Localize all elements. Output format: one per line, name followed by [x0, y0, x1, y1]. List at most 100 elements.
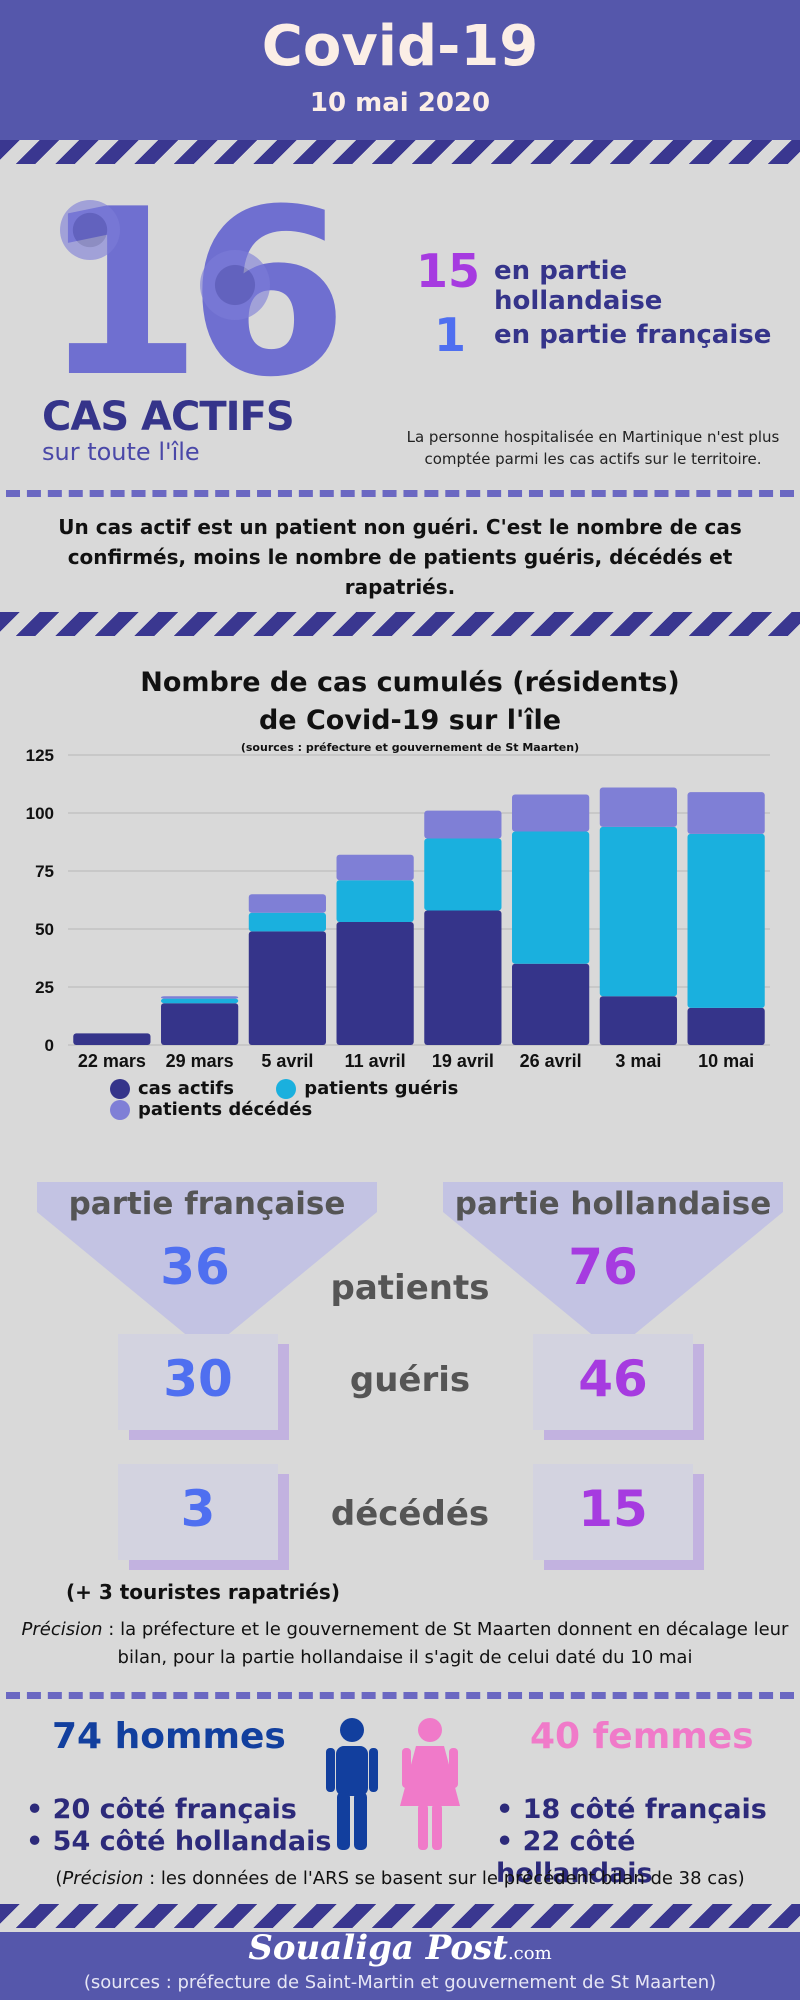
chart-legend: cas actifs patients guéris patients décé… — [110, 1078, 710, 1120]
french-gueris: 30 — [163, 1350, 233, 1408]
chart-title-line2: de Covid-19 sur l'île — [258, 705, 562, 736]
french-header: partie française — [68, 1186, 346, 1222]
women-total: 40 femmes — [530, 1716, 754, 1757]
dutch-active-label: en partie hollandaise — [494, 256, 663, 316]
bar-segment — [161, 996, 239, 999]
chart-title-line1: Nombre de cas cumulés (résidents) — [140, 667, 680, 698]
y-tick-label: 75 — [35, 862, 54, 881]
legend-item: patients guéris — [276, 1078, 458, 1099]
legend-item: cas actifs — [110, 1078, 234, 1099]
legend-swatch — [276, 1079, 297, 1099]
footer-sources: (sources : préfecture de Saint-Martin et… — [83, 1972, 717, 1993]
deces-label: décédés — [330, 1494, 490, 1534]
men-nl: 54 côté hollandais — [52, 1826, 332, 1857]
gender-precision-text: : les données de l'ARS se basent sur le … — [143, 1868, 738, 1889]
bar-segment — [424, 910, 502, 1045]
dutch-patients: 76 — [568, 1238, 638, 1296]
x-tick-label: 19 avril — [432, 1051, 494, 1071]
stripe-divider — [0, 140, 800, 164]
legend-swatch — [110, 1079, 130, 1099]
bar-segment — [336, 922, 414, 1045]
bar-segment — [248, 931, 326, 1045]
stripe-divider — [0, 612, 800, 636]
bar-segment — [424, 810, 502, 839]
women-nl: 22 côté hollandais — [496, 1826, 653, 1889]
dutch-triangle — [443, 1182, 783, 1352]
bar-segment — [248, 912, 326, 932]
bar-segment — [687, 833, 765, 1008]
dutch-gueris: 46 — [578, 1350, 648, 1408]
x-tick-label: 26 avril — [520, 1051, 582, 1071]
french-triangle — [37, 1182, 377, 1352]
brand-suffix: .com — [507, 1943, 552, 1964]
woman-icon — [400, 1718, 460, 1850]
virus-icon — [60, 200, 120, 260]
precision-label: Précision — [21, 1619, 103, 1640]
bar-segment — [161, 1003, 239, 1045]
bar-segment — [512, 794, 590, 832]
x-tick-label: 29 mars — [166, 1051, 234, 1071]
x-tick-label: 10 mai — [698, 1051, 754, 1071]
dashed-divider — [6, 1692, 794, 1699]
footer-banner — [0, 1932, 800, 2000]
dutch-deces: 15 — [578, 1480, 648, 1538]
french-deces: 3 — [180, 1480, 216, 1538]
active-label: CAS ACTIFS — [42, 394, 295, 440]
header-banner — [0, 0, 800, 140]
men-fr-item: • 20 côté français — [26, 1794, 297, 1825]
legend-label: patients guéris — [304, 1078, 459, 1099]
bar-segment — [599, 826, 677, 997]
gender-icons — [326, 1718, 460, 1850]
bar-segment — [599, 996, 677, 1045]
french-gueris-box — [118, 1334, 278, 1430]
gueris-label: guéris — [349, 1360, 471, 1400]
bar-segment — [424, 838, 502, 911]
bar-segment — [73, 1033, 151, 1045]
stripe-divider — [0, 1904, 800, 1928]
men-breakdown: • 20 côté français • 54 côté hollandais — [26, 1794, 331, 1858]
page-title: Covid-19 — [261, 14, 539, 79]
bar-segment — [599, 787, 677, 827]
x-tick-label: 11 avril — [345, 1051, 406, 1071]
brand-logo[interactable]: Soualiga Post.com — [0, 1928, 800, 1968]
legend-label: patients décédés — [138, 1099, 313, 1120]
stacked-bar-chart: 0 25 50 75 100 125 22 mars 29 mars 5 avril 11 avr… — [26, 746, 770, 1071]
gender-precision-note: (Précision : les données de l'ARS se bas… — [55, 1868, 745, 1889]
rapatries-note: (+ 3 touristes rapatriés) — [66, 1580, 340, 1604]
bar-segment — [687, 792, 765, 834]
man-icon — [326, 1718, 378, 1850]
french-deces-box — [118, 1464, 278, 1560]
y-tick-label: 125 — [26, 746, 54, 765]
bar-segment — [336, 880, 414, 923]
bar-segment — [512, 831, 590, 964]
chart-title: Nombre de cas cumulés (résidents) de Cov… — [80, 664, 740, 740]
precision-text: : la préfecture et le gouvernement de St… — [102, 1619, 789, 1668]
x-tick-label: 5 avril — [261, 1051, 313, 1071]
women-nl-item: • 22 côté hollandais — [496, 1826, 653, 1889]
dutch-active-count: 15 — [416, 244, 481, 298]
french-active-count: 1 — [434, 308, 467, 362]
legend-swatch — [110, 1100, 130, 1120]
gender-precision-label: Précision — [62, 1868, 144, 1889]
bar-segment — [161, 998, 239, 1004]
page-date: 10 mai 2020 — [309, 88, 491, 118]
bar-segment — [687, 1007, 765, 1045]
chart-subtitle: (sources : préfecture et gouvernement de… — [240, 741, 580, 754]
y-tick-label: 50 — [35, 920, 54, 939]
y-tick-label: 25 — [35, 978, 54, 997]
dashed-divider — [6, 490, 794, 497]
x-tick-label: 22 mars — [78, 1051, 146, 1071]
bar-segment — [336, 854, 414, 881]
virus-icon — [200, 250, 270, 320]
y-tick-label: 100 — [26, 804, 54, 823]
men-nl-item: • 54 côté hollandais — [26, 1826, 332, 1857]
french-patients: 36 — [160, 1238, 230, 1296]
legend-item: patients décédés — [110, 1099, 312, 1120]
french-active-label: en partie française — [494, 320, 772, 350]
x-tick-label: 3 mai — [615, 1051, 661, 1071]
patients-label: patients — [330, 1268, 490, 1308]
legend-label: cas actifs — [138, 1078, 234, 1099]
dutch-header: partie hollandaise — [454, 1186, 772, 1222]
men-fr: 20 côté français — [52, 1794, 297, 1825]
precision-note: Précision : la préfecture et le gouverne… — [10, 1616, 800, 1672]
